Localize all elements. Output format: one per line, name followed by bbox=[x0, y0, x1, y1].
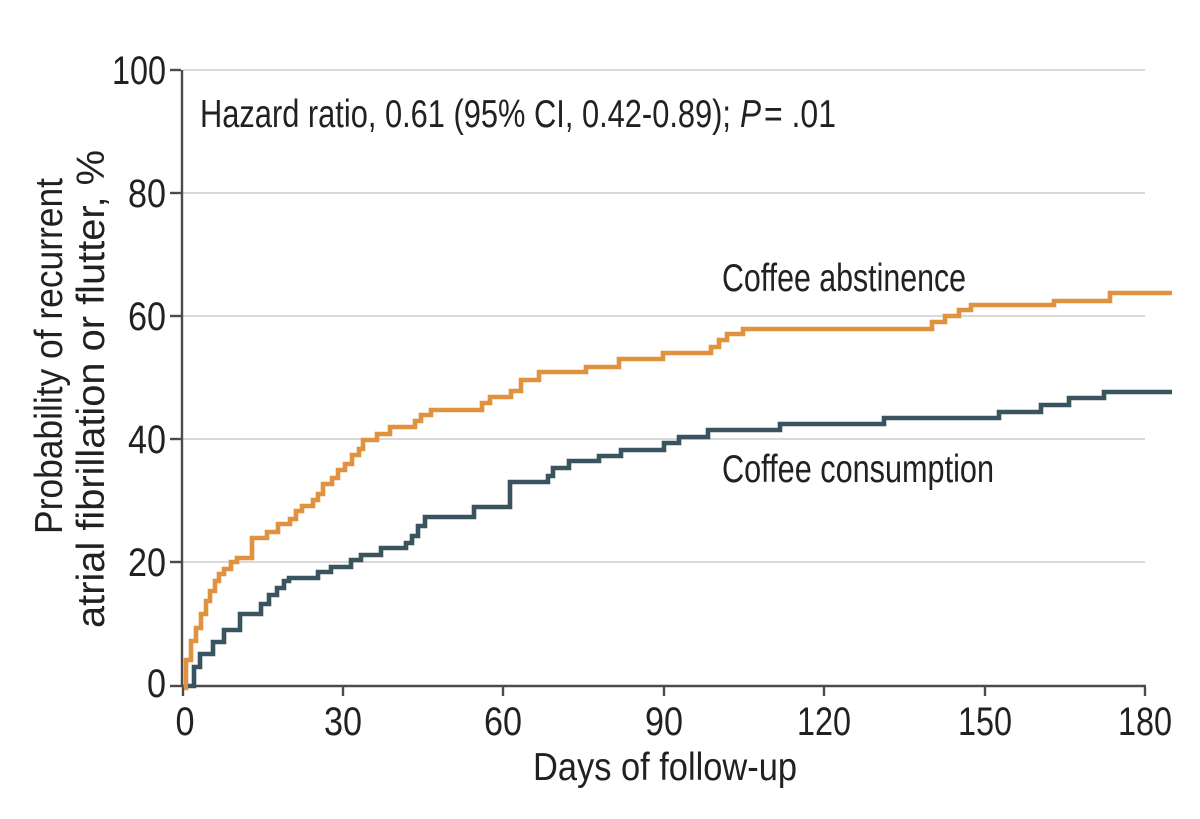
svg-text:60: 60 bbox=[128, 295, 166, 339]
svg-text:0: 0 bbox=[176, 700, 195, 744]
svg-text:150: 150 bbox=[958, 700, 1012, 744]
svg-text:100: 100 bbox=[112, 49, 166, 93]
svg-text:atrial fibrillation or flutter: atrial fibrillation or flutter, % bbox=[70, 150, 113, 628]
svg-text:Days of follow-up: Days of follow-up bbox=[533, 746, 797, 789]
svg-text:40: 40 bbox=[128, 418, 166, 462]
svg-text:Hazard ratio, 0.61 (95% CI, 0.: Hazard ratio, 0.61 (95% CI, 0.42-0.89); bbox=[200, 93, 731, 136]
svg-text:60: 60 bbox=[484, 700, 522, 744]
svg-text:0: 0 bbox=[147, 662, 166, 706]
svg-text:80: 80 bbox=[128, 172, 166, 216]
svg-text:20: 20 bbox=[128, 541, 166, 585]
svg-text:180: 180 bbox=[1118, 700, 1172, 744]
svg-text:Coffee abstinence: Coffee abstinence bbox=[722, 257, 966, 300]
svg-text:= .01: = .01 bbox=[764, 93, 836, 136]
svg-text:90: 90 bbox=[645, 700, 683, 744]
svg-text:30: 30 bbox=[324, 700, 362, 744]
svg-text:P: P bbox=[740, 93, 761, 136]
svg-text:Coffee consumption: Coffee consumption bbox=[722, 448, 994, 491]
svg-text:120: 120 bbox=[797, 700, 851, 744]
svg-text:Probability of recurrent: Probability of recurrent bbox=[28, 178, 71, 534]
